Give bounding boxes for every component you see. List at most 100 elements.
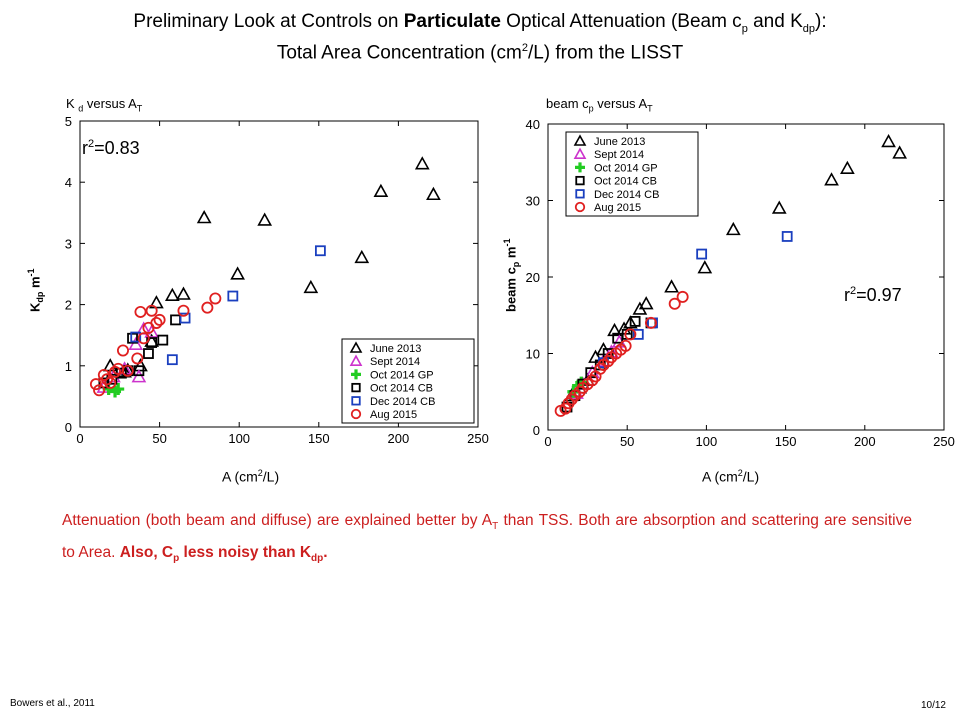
data-point	[697, 260, 713, 274]
data-point	[607, 322, 622, 337]
legend-label: Oct 2014 CB	[370, 383, 433, 395]
right-y-axis-label: beam cp m-1	[502, 238, 521, 313]
data-point	[354, 249, 370, 264]
legend-marker	[350, 408, 362, 420]
right-chart-subhead: beam cp versus AT	[546, 96, 653, 114]
legend-marker	[575, 162, 585, 173]
legend-marker	[573, 134, 587, 146]
data-point	[892, 145, 908, 159]
y-tick-label: 10	[526, 347, 540, 362]
data-point	[133, 358, 148, 372]
legend-marker	[574, 201, 586, 213]
data-point	[144, 324, 159, 338]
data-point	[109, 365, 122, 378]
legend-marker	[575, 189, 585, 199]
data-point	[131, 352, 144, 365]
data-point	[619, 339, 632, 352]
y-tick-label: 30	[526, 194, 540, 209]
right-r2-annotation: r2=0.97	[844, 285, 902, 305]
left-y-axis-label: Kdp m-1	[26, 268, 45, 312]
data-point	[227, 290, 239, 302]
legend-marker	[351, 396, 361, 406]
data-point	[632, 328, 644, 340]
data-point	[840, 160, 855, 174]
data-point	[725, 221, 741, 236]
caption-text: Attenuation (both beam and diffuse) are …	[62, 512, 912, 565]
data-point	[131, 369, 147, 383]
x-tick-label: 100	[228, 431, 250, 446]
data-point	[676, 290, 689, 303]
data-point	[257, 212, 273, 226]
data-point	[177, 304, 190, 317]
data-point	[781, 231, 793, 242]
data-point	[314, 245, 326, 257]
data-point	[133, 365, 145, 377]
data-point	[414, 156, 430, 170]
data-point	[881, 133, 896, 148]
page-number: 10/12	[920, 700, 946, 711]
data-point	[196, 210, 212, 224]
legend-label: Sept 2014	[594, 149, 644, 161]
x-tick-label: 250	[933, 434, 955, 449]
data-point	[373, 183, 389, 197]
data-point	[629, 315, 641, 327]
data-point	[117, 364, 132, 378]
legend-label: June 2013	[370, 343, 421, 355]
data-point	[153, 313, 166, 326]
data-point	[134, 305, 147, 318]
data-point	[230, 266, 245, 280]
y-tick-label: 2	[65, 298, 72, 313]
data-point	[209, 292, 222, 305]
page-title-line2: Total Area Concentration (cm2/L) from th…	[276, 42, 684, 64]
x-tick-label: 0	[544, 434, 551, 449]
page-title-line1: Preliminary Look at Controls on Particul…	[133, 11, 827, 35]
data-point	[145, 304, 158, 317]
legend-marker	[573, 147, 587, 159]
data-point	[668, 297, 681, 310]
right-x-axis-label: A (cm2/L)	[702, 468, 760, 485]
legend-box	[341, 338, 475, 424]
legend-label: Aug 2015	[594, 202, 641, 214]
legend-marker	[351, 382, 361, 393]
data-point	[644, 316, 657, 329]
data-point	[201, 301, 214, 314]
data-point	[176, 286, 191, 300]
plot-frame	[79, 120, 479, 428]
y-tick-label: 1	[65, 359, 72, 374]
data-point	[179, 312, 191, 324]
data-point	[303, 279, 319, 294]
data-point	[696, 248, 708, 260]
citation: Bowers et al., 2011	[10, 698, 95, 709]
legend-label: Oct 2014 GP	[370, 369, 434, 381]
legend-label: Dec 2014 CB	[594, 189, 659, 201]
legend-label: Oct 2014 CB	[594, 176, 657, 188]
data-point	[426, 186, 441, 201]
legend-label: Sept 2014	[370, 356, 420, 368]
x-tick-label: 0	[76, 431, 83, 446]
data-point	[143, 348, 154, 359]
left-x-axis-label: A (cm2/L)	[222, 468, 280, 485]
data-point	[623, 315, 638, 329]
x-tick-label: 250	[467, 431, 489, 446]
data-point	[130, 331, 142, 343]
x-tick-label: 50	[152, 431, 166, 446]
legend-marker	[351, 369, 361, 380]
legend-label: Oct 2014 GP	[594, 162, 658, 174]
data-point	[824, 172, 839, 186]
y-tick-label: 0	[65, 420, 72, 435]
x-tick-label: 150	[775, 434, 797, 449]
y-tick-label: 40	[526, 117, 540, 132]
legend-label: June 2013	[594, 136, 645, 148]
legend-marker	[349, 354, 363, 367]
x-tick-label: 50	[620, 434, 634, 449]
y-tick-label: 0	[533, 423, 540, 438]
data-point	[137, 332, 150, 345]
data-point	[624, 328, 637, 341]
data-point	[664, 279, 679, 293]
x-tick-label: 100	[696, 434, 718, 449]
